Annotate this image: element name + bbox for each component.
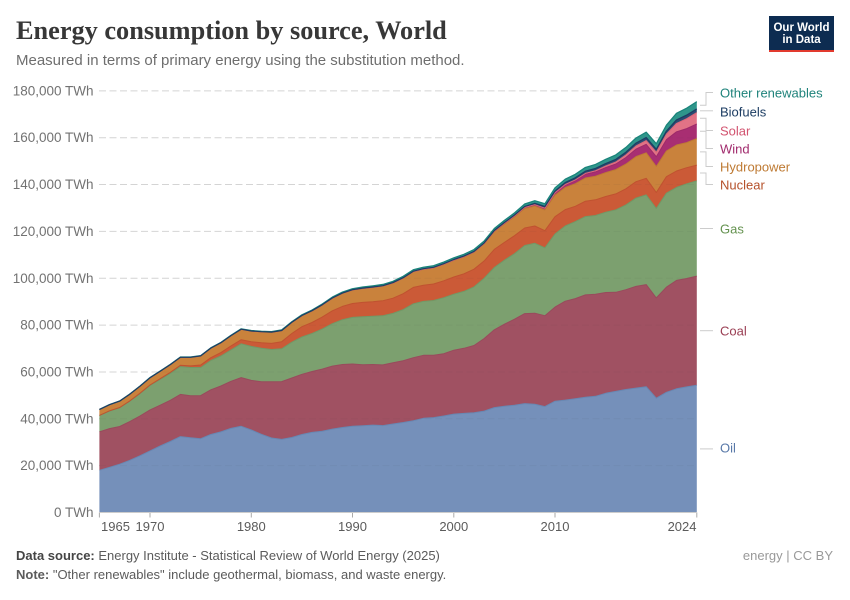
- svg-text:Nuclear: Nuclear: [720, 177, 765, 192]
- svg-text:20,000 TWh: 20,000 TWh: [20, 458, 93, 473]
- svg-text:1965: 1965: [101, 519, 130, 534]
- svg-text:2010: 2010: [541, 519, 570, 534]
- svg-text:60,000 TWh: 60,000 TWh: [20, 364, 93, 379]
- svg-text:1990: 1990: [338, 519, 367, 534]
- svg-text:40,000 TWh: 40,000 TWh: [20, 411, 93, 426]
- svg-text:Biofuels: Biofuels: [720, 104, 767, 119]
- svg-text:Other renewables: Other renewables: [720, 85, 823, 100]
- svg-text:180,000 TWh: 180,000 TWh: [13, 83, 94, 98]
- svg-text:Oil: Oil: [720, 440, 736, 455]
- svg-text:2000: 2000: [439, 519, 468, 534]
- svg-text:100,000 TWh: 100,000 TWh: [13, 271, 94, 286]
- svg-text:1980: 1980: [237, 519, 266, 534]
- svg-text:Gas: Gas: [720, 221, 744, 236]
- svg-text:2024: 2024: [668, 519, 697, 534]
- svg-text:140,000 TWh: 140,000 TWh: [13, 177, 94, 192]
- svg-text:0 TWh: 0 TWh: [54, 505, 94, 520]
- svg-text:Wind: Wind: [720, 141, 750, 156]
- svg-text:Hydropower: Hydropower: [720, 159, 791, 174]
- svg-text:Solar: Solar: [720, 123, 751, 138]
- svg-text:Coal: Coal: [720, 323, 747, 338]
- svg-text:160,000 TWh: 160,000 TWh: [13, 130, 94, 145]
- svg-text:1970: 1970: [136, 519, 165, 534]
- svg-text:120,000 TWh: 120,000 TWh: [13, 224, 94, 239]
- svg-text:80,000 TWh: 80,000 TWh: [20, 318, 93, 333]
